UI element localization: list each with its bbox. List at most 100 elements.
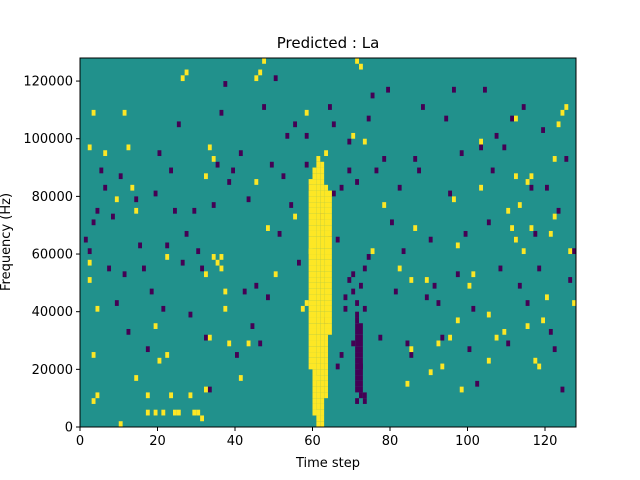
heatmap-cell-high [308,323,313,329]
heatmap-cell-low [459,150,464,157]
heatmap-cell-low [424,294,429,301]
heatmap-cell-high [316,259,321,266]
heatmap-cell-high [564,104,569,110]
heatmap-cell-high [308,357,313,364]
heatmap-cell-high [324,294,329,301]
heatmap-cell-high [316,271,321,278]
heatmap-cell-low [355,380,360,387]
heatmap-cell-high [312,282,317,289]
x-axis-title: Time step [295,456,360,471]
heatmap-cell-high [471,271,476,278]
heatmap-cell-high [324,375,329,381]
heatmap-cell-high [320,288,325,295]
heatmap-cell-high [316,357,321,364]
heatmap-cell-high [324,150,329,157]
heatmap-cell-high [316,184,321,191]
heatmap-cell-high [312,352,317,358]
heatmap-cell-high [324,219,329,226]
heatmap-cell-high [204,173,208,180]
heatmap-cell-high [258,69,263,76]
heatmap-cell-high [320,415,325,422]
y-axis-title: Frequency (Hz) [0,193,14,291]
heatmap-cell-high [320,328,325,335]
heatmap-cell-high [320,340,325,347]
heatmap-cell-low [215,161,220,168]
heatmap-cell-low [432,282,437,289]
heatmap-cell-low [231,167,236,174]
heatmap-cell-low [91,219,96,226]
heatmap-cell-low [548,328,553,335]
heatmap-cell-high [312,265,317,272]
heatmap-cell-high [87,259,92,266]
heatmap-cell-high [355,58,360,64]
heatmap-cell-high [324,392,329,399]
heatmap-cell-low [359,334,363,341]
heatmap-cell-high [316,254,321,260]
heatmap-cell-high [316,300,321,306]
heatmap-cell-high [328,196,332,203]
heatmap-cell-high [328,305,332,312]
heatmap-cell-high [316,213,321,220]
heatmap-cell-high [324,352,329,358]
heatmap-cell-high [312,323,317,329]
heatmap-cell-high [328,323,332,329]
heatmap-cell-high [409,277,414,283]
heatmap-cell-high [529,173,534,180]
heatmap-cell-high [308,271,313,278]
heatmap-cell-high [525,323,530,329]
heatmap-cell-low [339,184,344,191]
heatmap-cell-high [316,409,321,416]
heatmap-cell-high [273,271,278,278]
heatmap-cell-high [328,265,332,272]
heatmap-cell-high [87,144,92,151]
heatmap-cell-high [552,156,557,162]
heatmap-cell-high [328,259,332,266]
heatmap-cell-low [331,190,336,197]
heatmap-cell-low [440,334,445,341]
heatmap-cell-high [308,352,313,358]
heatmap-cell-low [436,300,441,306]
heatmap-cell-high [316,202,321,208]
heatmap-cell-high [266,225,270,231]
heatmap-cell-high [316,363,321,370]
heatmap-cell-high [316,403,321,410]
y-tick-label: 100000 [23,132,73,147]
heatmap-cell-high [320,323,325,329]
heatmap-cell-high [254,75,259,82]
heatmap-cell-low [471,305,476,312]
heatmap-cell-high [324,230,329,237]
heatmap-cell-high [324,265,329,272]
heatmap-cell-high [328,288,332,295]
heatmap-cell-high [308,363,313,370]
heatmap-cell-high [308,334,313,341]
heatmap-cell-high [316,294,321,301]
heatmap-cell-low [494,132,499,139]
heatmap-cell-low [568,277,573,283]
heatmap-cell-high [312,380,317,387]
x-axis: 0 20 40 60 80 100 120 [76,427,557,449]
heatmap-cell-high [320,265,325,272]
heatmap-cell-low [273,75,278,82]
heatmap-cell-high [316,328,321,335]
heatmap-cell-high [328,190,332,197]
heatmap-cell-high [91,352,96,358]
heatmap-cell-high [262,58,267,64]
heatmap-cell-high [246,340,251,347]
heatmap-cell-low [355,352,360,358]
chart-title: Predicted : La [277,34,380,52]
heatmap-cell-high [320,317,325,324]
heatmap-cell-high [320,184,325,191]
heatmap-cell-low [355,386,360,393]
heatmap-cell-high [459,386,464,393]
heatmap-cell-low [455,271,460,278]
heatmap-cell-low [560,386,565,393]
heatmap-cell-high [304,109,309,116]
heatmap-cell-high [192,409,197,416]
heatmap-cell-high [455,317,460,324]
heatmap-cell-high [308,294,313,301]
heatmap-cell-high [238,375,243,381]
heatmap-cell-high [328,254,332,260]
heatmap-cell-high [397,265,402,272]
heatmap-cell-low [409,352,414,358]
y-tick-label: 120000 [23,75,73,90]
